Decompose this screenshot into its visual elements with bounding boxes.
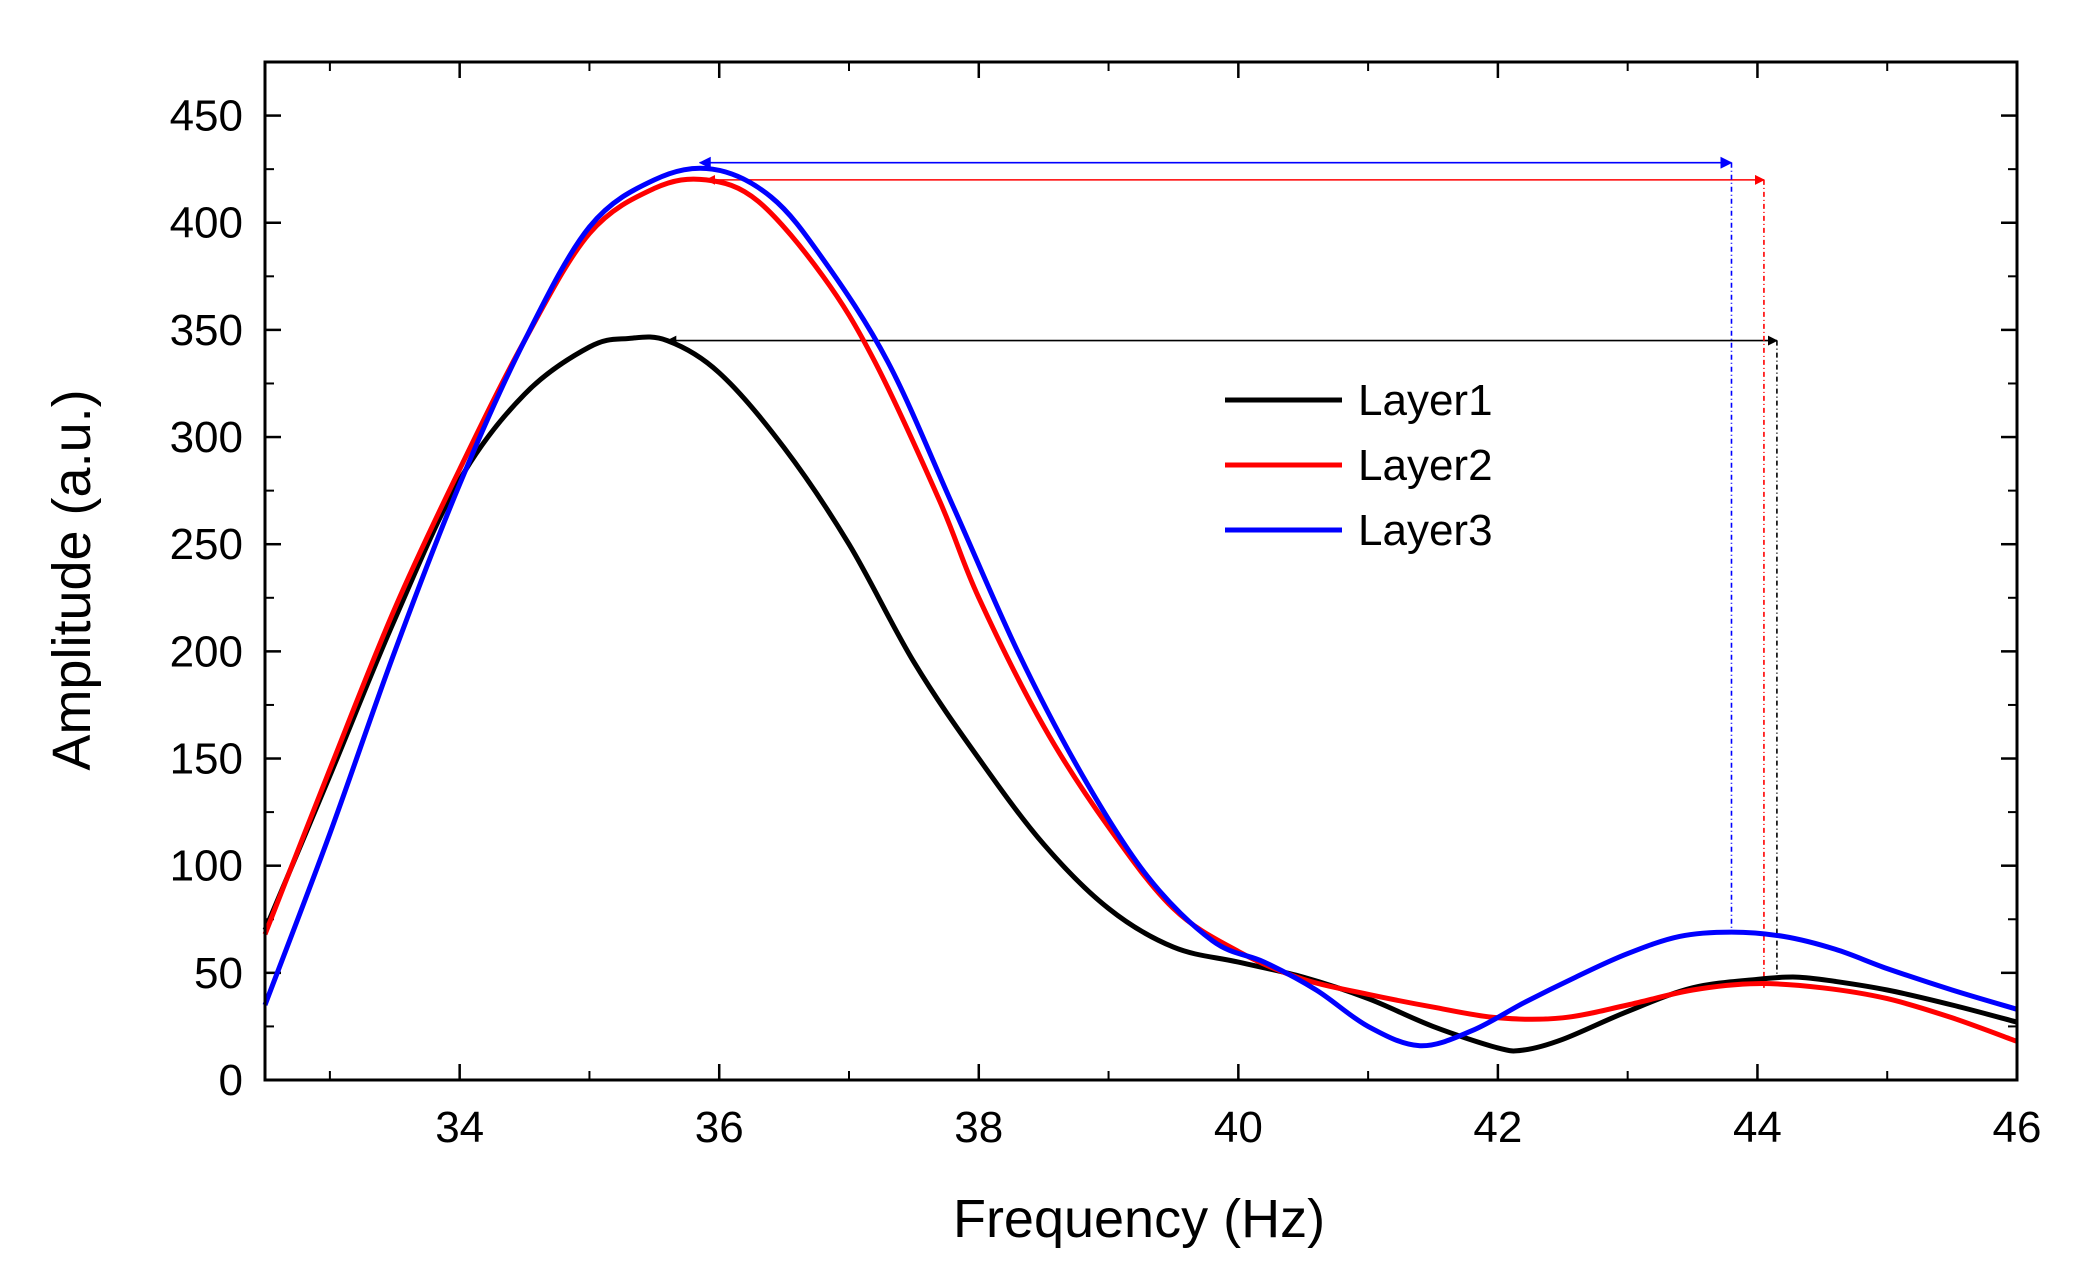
y-axis-title: Amplitude (a.u.) [42, 389, 102, 770]
x-tick-label: 42 [1473, 1103, 1522, 1152]
series-line-layer1 [262, 334, 2018, 1054]
legend-label-layer1: Layer1 [1358, 376, 1493, 425]
y-tick-label: 350 [170, 306, 243, 355]
legend: Layer1 Layer2 Layer3 [1225, 376, 1493, 555]
x-tick-label: 40 [1214, 1103, 1263, 1152]
series-line-layer3 [262, 165, 2018, 1049]
y-tick-label: 400 [170, 199, 243, 248]
peak-arrows [666, 156, 1778, 988]
y-tick-label: 150 [170, 735, 243, 784]
x-tick-label: 38 [954, 1103, 1003, 1152]
legend-label-layer2: Layer2 [1358, 441, 1493, 490]
legend-label-layer3: Layer3 [1358, 506, 1493, 555]
x-tick-labels: 34 36 38 40 42 44 46 [435, 1103, 2041, 1152]
x-tick-label: 46 [1993, 1103, 2042, 1152]
y-tick-label: 300 [170, 413, 243, 462]
x-axis-title: Frequency (Hz) [953, 1189, 1325, 1249]
x-tick-label: 34 [435, 1103, 484, 1152]
y-tick-label: 250 [170, 520, 243, 569]
y-tick-label: 450 [170, 92, 243, 141]
y-tick-label: 200 [170, 627, 243, 676]
plot-frame [263, 60, 2019, 1082]
x-tick-label: 36 [695, 1103, 744, 1152]
y-tick-labels: 0 50 100 150 200 250 300 350 400 450 [170, 92, 243, 1105]
x-tick-label: 44 [1733, 1103, 1782, 1152]
y-tick-label: 50 [194, 949, 243, 998]
y-tick-label: 0 [219, 1056, 243, 1105]
y-tick-label: 100 [170, 842, 243, 891]
series-group [262, 165, 2018, 1054]
